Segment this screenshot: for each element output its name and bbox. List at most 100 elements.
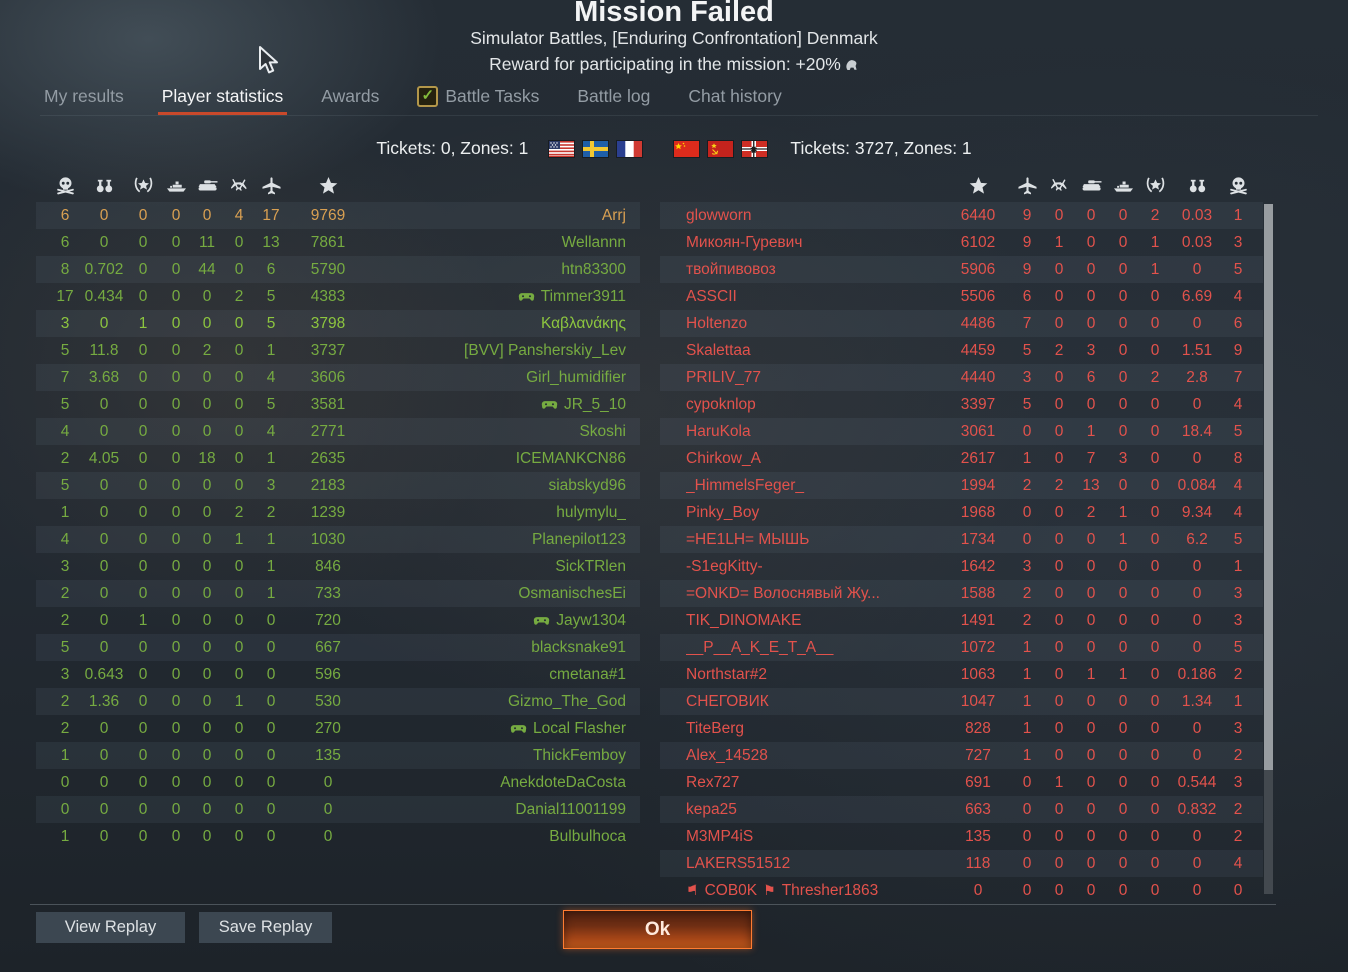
table-row[interactable]: 3 0.643 0 0 0 0 0 596 cmetana#1	[36, 661, 640, 688]
player-name[interactable]: TIK_DINOMAKE	[686, 612, 945, 630]
player-name[interactable]: Local Flasher	[370, 720, 626, 738]
player-name[interactable]: PRILIV_77	[686, 369, 945, 387]
player-name[interactable]: Микоян-Гуревич	[686, 234, 945, 252]
player-name[interactable]: Καβλανάκης	[370, 315, 626, 333]
tab-my-results[interactable]: My results	[40, 84, 128, 115]
table-row[interactable]: cypoknlop 3397 5 0 0 0 0 0 4	[660, 391, 1263, 418]
table-row[interactable]: Rex727 691 0 1 0 0 0 0.544 3	[660, 769, 1263, 796]
table-row[interactable]: 2 0 0 0 0 0 0 270 Local Flasher	[36, 715, 640, 742]
table-row[interactable]: M3MP4iS 135 0 0 0 0 0 0 2	[660, 823, 1263, 850]
player-name[interactable]: =ONKD= Волоснявый Жу...	[686, 585, 945, 603]
tab-player-statistics[interactable]: Player statistics	[157, 84, 288, 115]
table-row[interactable]: TiteBerg 828 1 0 0 0 0 0 3	[660, 715, 1263, 742]
table-row[interactable]: 1 0 0 0 0 2 2 1239 hulymylu_	[36, 499, 640, 526]
table-row[interactable]: HaruKola 3061 0 0 1 0 0 18.4 5	[660, 418, 1263, 445]
table-row[interactable]: kepa25 663 0 0 0 0 0 0.832 2	[660, 796, 1263, 823]
player-name[interactable]: Holtenzo	[686, 315, 945, 333]
player-name[interactable]: Rex727	[686, 774, 945, 792]
player-name[interactable]: СНЕГОВИК	[686, 693, 945, 711]
table-row[interactable]: -S1egKitty- 1642 3 0 0 0 0 0 1	[660, 553, 1263, 580]
table-row[interactable]: 1 0 0 0 0 0 0 0 Bulbulhoca	[36, 823, 640, 850]
table-row[interactable]: Northstar#2 1063 1 0 1 1 0 0.186 2	[660, 661, 1263, 688]
table-row[interactable]: 5 0 0 0 0 0 3 2183 siabskyd96	[36, 472, 640, 499]
table-row[interactable]: твойпивовоз 5906 9 0 0 0 1 0 5	[660, 256, 1263, 283]
player-name[interactable]: Arrj	[370, 207, 626, 225]
player-name[interactable]: _HimmelsFeger_	[686, 477, 945, 495]
player-name[interactable]: siabskyd96	[370, 477, 626, 495]
table-row[interactable]: 7 3.68 0 0 0 0 4 3606 Girl_humidifier	[36, 364, 640, 391]
player-name[interactable]: Skoshi	[370, 423, 626, 441]
player-name[interactable]: ASSCII	[686, 288, 945, 306]
player-name[interactable]: hulymylu_	[370, 504, 626, 522]
table-row[interactable]: Микоян-Гуревич 6102 9 1 0 0 1 0.03 3	[660, 229, 1263, 256]
player-name[interactable]: твойпивовоз	[686, 261, 945, 279]
table-row[interactable]: =ONKD= Волоснявый Жу... 1588 2 0 0 0 0 0 3	[660, 580, 1263, 607]
table-row[interactable]: Skalettaa 4459 5 2 3 0 0 1.51 9	[660, 337, 1263, 364]
tab-chat-history[interactable]: Chat history	[684, 84, 785, 115]
player-name[interactable]: Northstar#2	[686, 666, 945, 684]
player-name[interactable]: Timmer3911	[370, 288, 626, 306]
player-name[interactable]: Pinky_Boy	[686, 504, 945, 522]
table-row[interactable]: Alex_14528 727 1 0 0 0 0 0 2	[660, 742, 1263, 769]
table-row[interactable]: =HE1LH= МЫШЬ 1734 0 0 0 1 0 6.2 5	[660, 526, 1263, 553]
table-row[interactable]: 4 0 0 0 0 0 4 2771 Skoshi	[36, 418, 640, 445]
table-row[interactable]: 2 0 1 0 0 0 0 720 Jayw1304	[36, 607, 640, 634]
table-row[interactable]: 5 0 0 0 0 0 5 3581 JR_5_10	[36, 391, 640, 418]
table-row[interactable]: glowworn 6440 9 0 0 0 2 0.03 1	[660, 202, 1263, 229]
tab-battle-tasks[interactable]: ✓ Battle Tasks	[413, 84, 543, 115]
table-row[interactable]: 2 4.05 0 0 18 0 1 2635 ICEMANKCN86	[36, 445, 640, 472]
player-name[interactable]: M3MP4iS	[686, 828, 945, 846]
table-row[interactable]: Holtenzo 4486 7 0 0 0 0 0 6	[660, 310, 1263, 337]
player-name[interactable]: SickTRlen	[370, 558, 626, 576]
tab-battle-log[interactable]: Battle log	[573, 84, 654, 115]
table-row[interactable]: PRILIV_77 4440 3 0 6 0 2 2.8 7	[660, 364, 1263, 391]
player-name[interactable]: Jayw1304	[370, 612, 626, 630]
table-row[interactable]: _HimmelsFeger_ 1994 2 2 13 0 0 0.084 4	[660, 472, 1263, 499]
table-row[interactable]: TIK_DINOMAKE 1491 2 0 0 0 0 0 3	[660, 607, 1263, 634]
player-name[interactable]: Skalettaa	[686, 342, 945, 360]
player-name[interactable]: Girl_humidifier	[370, 369, 626, 387]
table-row[interactable]: ⚑ COB0K ⚑ Thresher1863 0 0 0 0 0 0 0 0	[660, 877, 1263, 899]
table-row[interactable]: Pinky_Boy 1968 0 0 2 1 0 9.34 4	[660, 499, 1263, 526]
right-table-scrollbar[interactable]	[1264, 204, 1273, 894]
table-row[interactable]: 0 0 0 0 0 0 0 0 AnekdoteDaCosta	[36, 769, 640, 796]
scrollbar-thumb[interactable]	[1264, 204, 1273, 770]
player-name[interactable]: Wellannn	[370, 234, 626, 252]
table-row[interactable]: __P__A_K_E_T_A__ 1072 1 0 0 0 0 0 5	[660, 634, 1263, 661]
player-name[interactable]: OsmanischesEi	[370, 585, 626, 603]
player-name[interactable]: cmetana#1	[370, 666, 626, 684]
battle-tasks-checkbox[interactable]: ✓	[417, 86, 439, 107]
table-row[interactable]: 6 0 0 0 11 0 13 7861 Wellannn	[36, 229, 640, 256]
player-name[interactable]: ThickFemboy	[370, 747, 626, 765]
table-row[interactable]: 3 0 1 0 0 0 5 3798 Καβλανάκης	[36, 310, 640, 337]
table-row[interactable]: 1 0 0 0 0 0 0 135 ThickFemboy	[36, 742, 640, 769]
table-row[interactable]: 2 0 0 0 0 0 1 733 OsmanischesEi	[36, 580, 640, 607]
view-replay-button[interactable]: View Replay	[36, 912, 185, 943]
player-name[interactable]: AnekdoteDaCosta	[370, 774, 626, 792]
table-row[interactable]: 3 0 0 0 0 0 1 846 SickTRlen	[36, 553, 640, 580]
table-row[interactable]: LAKERS51512 118 0 0 0 0 0 0 4	[660, 850, 1263, 877]
save-replay-button[interactable]: Save Replay	[199, 912, 332, 943]
table-row[interactable]: 8 0.702 0 0 44 0 6 5790 htn83300	[36, 256, 640, 283]
player-name[interactable]: Chirkow_A	[686, 450, 945, 468]
table-row[interactable]: 4 0 0 0 0 1 1 1030 Planepilot123	[36, 526, 640, 553]
player-name[interactable]: HaruKola	[686, 423, 945, 441]
player-name[interactable]: htn83300	[370, 261, 626, 279]
player-name[interactable]: =HE1LH= МЫШЬ	[686, 531, 945, 549]
table-row[interactable]: 2 1.36 0 0 0 1 0 530 Gizmo_The_God	[36, 688, 640, 715]
table-row[interactable]: 5 0 0 0 0 0 0 667 blacksnake91	[36, 634, 640, 661]
player-name[interactable]: Bulbulhoca	[370, 828, 626, 846]
player-name[interactable]: JR_5_10	[370, 396, 626, 414]
player-name[interactable]: LAKERS51512	[686, 855, 945, 873]
table-row[interactable]: 17 0.434 0 0 0 2 5 4383 Timmer3911	[36, 283, 640, 310]
player-name[interactable]: [BVV] Pansherskiy_Lev	[370, 342, 626, 360]
table-row[interactable]: Chirkow_A 2617 1 0 7 3 0 0 8	[660, 445, 1263, 472]
player-name[interactable]: -S1egKitty-	[686, 558, 945, 576]
player-name[interactable]: cypoknlop	[686, 396, 945, 414]
tab-awards[interactable]: Awards	[317, 84, 383, 115]
table-row[interactable]: ASSCII 5506 6 0 0 0 0 6.69 4	[660, 283, 1263, 310]
player-name[interactable]: glowworn	[686, 207, 945, 225]
player-name[interactable]: ⚑ COB0K ⚑ Thresher1863	[686, 882, 945, 900]
table-row[interactable]: 5 11.8 0 0 2 0 1 3737 [BVV] Pansherskiy_Lev	[36, 337, 640, 364]
player-name[interactable]: Planepilot123	[370, 531, 626, 549]
